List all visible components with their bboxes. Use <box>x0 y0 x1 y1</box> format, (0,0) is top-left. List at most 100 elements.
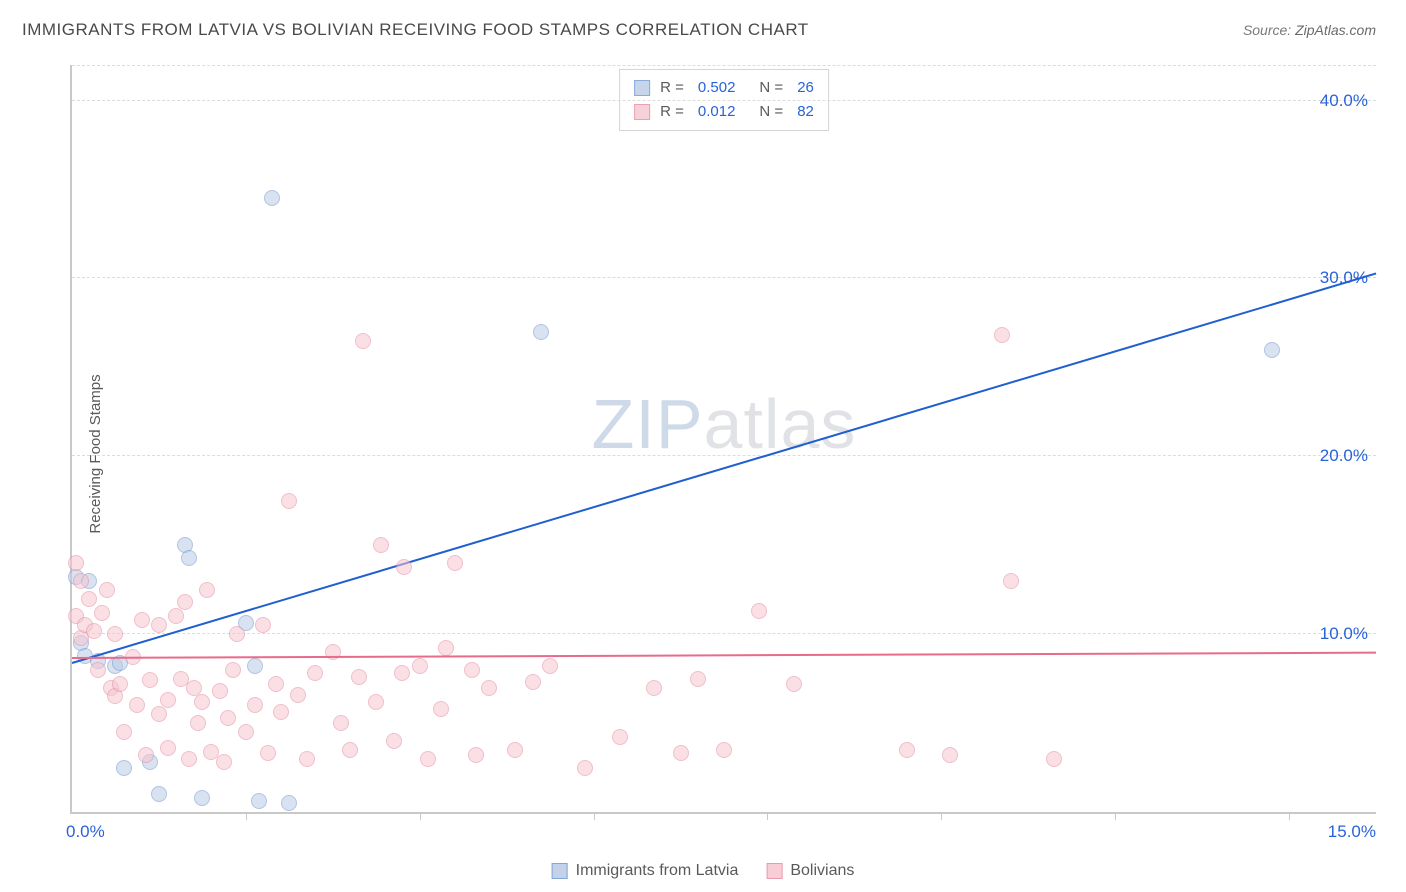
scatter-point <box>299 751 315 767</box>
scatter-point <box>533 324 549 340</box>
scatter-point <box>160 740 176 756</box>
scatter-point <box>899 742 915 758</box>
y-tick-label: 40.0% <box>1320 91 1368 111</box>
scatter-point <box>86 623 102 639</box>
scatter-point <box>420 751 436 767</box>
x-origin-label: 0.0% <box>66 822 105 842</box>
scatter-point <box>181 550 197 566</box>
legend-swatch <box>634 80 650 96</box>
scatter-point <box>247 697 263 713</box>
legend-swatch <box>766 863 782 879</box>
r-label: R = <box>660 76 684 100</box>
scatter-point <box>468 747 484 763</box>
gridline <box>72 277 1376 278</box>
scatter-point <box>160 692 176 708</box>
scatter-point <box>194 694 210 710</box>
scatter-point <box>373 537 389 553</box>
scatter-point <box>247 658 263 674</box>
watermark-zip: ZIP <box>592 385 704 463</box>
scatter-point <box>151 706 167 722</box>
legend-item: Bolivians <box>766 862 854 880</box>
x-tick <box>420 812 421 820</box>
scatter-point <box>73 573 89 589</box>
scatter-point <box>251 793 267 809</box>
scatter-point <box>438 640 454 656</box>
scatter-point <box>386 733 402 749</box>
scatter-point <box>225 662 241 678</box>
scatter-point <box>99 582 115 598</box>
y-tick-label: 10.0% <box>1320 624 1368 644</box>
source-attribution: Source: ZipAtlas.com <box>1243 22 1376 38</box>
scatter-point <box>942 747 958 763</box>
scatter-point <box>260 745 276 761</box>
x-tick <box>246 812 247 820</box>
scatter-point <box>107 626 123 642</box>
scatter-point <box>177 594 193 610</box>
scatter-point <box>90 662 106 678</box>
scatter-point <box>464 662 480 678</box>
r-label: R = <box>660 100 684 124</box>
legend-swatch <box>634 104 650 120</box>
scatter-point <box>194 790 210 806</box>
legend-label: Immigrants from Latvia <box>576 862 739 880</box>
scatter-point <box>116 724 132 740</box>
scatter-point <box>751 603 767 619</box>
chart-container: Receiving Food Stamps ZIPatlas R =0.502N… <box>22 55 1376 852</box>
scatter-point <box>577 760 593 776</box>
scatter-point <box>220 710 236 726</box>
scatter-point <box>1003 573 1019 589</box>
scatter-point <box>238 724 254 740</box>
scatter-point <box>116 760 132 776</box>
scatter-point <box>134 612 150 628</box>
scatter-point <box>542 658 558 674</box>
y-tick-label: 20.0% <box>1320 446 1368 466</box>
scatter-point <box>81 591 97 607</box>
gridline <box>72 65 1376 66</box>
scatter-point <box>525 674 541 690</box>
scatter-point <box>394 665 410 681</box>
scatter-point <box>273 704 289 720</box>
scatter-point <box>168 608 184 624</box>
r-value: 0.502 <box>698 76 736 100</box>
source-value: ZipAtlas.com <box>1295 22 1376 38</box>
scatter-point <box>351 669 367 685</box>
scatter-point <box>229 626 245 642</box>
scatter-point <box>142 672 158 688</box>
x-tick <box>767 812 768 820</box>
scatter-point <box>1264 342 1280 358</box>
scatter-point <box>786 676 802 692</box>
scatter-point <box>268 676 284 692</box>
legend-swatch <box>552 863 568 879</box>
scatter-point <box>342 742 358 758</box>
n-label: N = <box>759 100 783 124</box>
legend-item: Immigrants from Latvia <box>552 862 739 880</box>
scatter-point <box>994 327 1010 343</box>
gridline <box>72 100 1376 101</box>
scatter-point <box>181 751 197 767</box>
scatter-point <box>690 671 706 687</box>
scatter-point <box>447 555 463 571</box>
scatter-point <box>396 559 412 575</box>
x-tick-label: 15.0% <box>1328 822 1376 842</box>
scatter-point <box>333 715 349 731</box>
scatter-point <box>307 665 323 681</box>
x-tick <box>594 812 595 820</box>
source-label: Source: <box>1243 22 1295 38</box>
scatter-point <box>151 786 167 802</box>
legend-label: Bolivians <box>790 862 854 880</box>
scatter-point <box>190 715 206 731</box>
scatter-point <box>199 582 215 598</box>
n-value: 26 <box>797 76 814 100</box>
x-tick <box>941 812 942 820</box>
scatter-point <box>646 680 662 696</box>
legend-series: Immigrants from Latvia Bolivians <box>552 862 855 880</box>
plot-area: ZIPatlas R =0.502N =26R =0.012N =82 0.0%… <box>70 65 1376 814</box>
scatter-point <box>151 617 167 633</box>
scatter-point <box>368 694 384 710</box>
scatter-point <box>112 676 128 692</box>
scatter-point <box>481 680 497 696</box>
scatter-point <box>216 754 232 770</box>
scatter-point <box>716 742 732 758</box>
gridline <box>72 455 1376 456</box>
scatter-point <box>68 555 84 571</box>
